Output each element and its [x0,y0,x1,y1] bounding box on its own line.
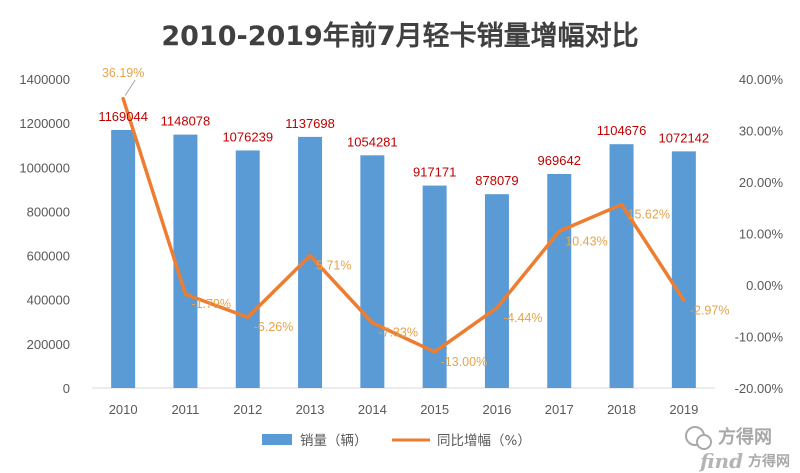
line-point [370,321,374,325]
left-axis-tick: 1000000 [19,160,70,175]
legend-bar-label: 销量（辆） [300,433,368,449]
x-axis-tick: 2013 [296,402,325,417]
line-labels: 36.19% -1.79% -6.26% 5.71% -7.33% -13.00% -4.4… [102,66,730,369]
left-axis-tick: 1200000 [19,116,70,131]
x-axis-tick: 2019 [669,402,698,417]
line-point [433,350,437,354]
line-point [557,229,561,233]
right-axis-tick: 30.00% [739,124,784,139]
right-axis: -20.00% -10.00% 0.00% 10.00% 20.00% 30.00% 40.… [735,72,784,396]
bar-labels: 1169044 1148078 1076239 1137698 1054281 91717… [98,109,709,188]
bar [609,144,634,388]
x-axis-tick: 2015 [420,402,449,417]
legend-bar-swatch [262,434,292,445]
line-value-label: -4.44% [503,311,543,325]
legend-line-label: 同比增幅（%） [437,433,531,449]
line-point [682,298,686,302]
watermark-site-suffix: 方得网 [748,453,790,470]
x-axis-tick: 2012 [233,402,262,417]
line-value-label: 15.62% [628,208,670,222]
line-value-label: -6.26% [254,320,294,334]
bar-value-label: 1104676 [597,123,647,138]
x-axis-tick: 2017 [545,402,574,417]
right-axis-tick: 0.00% [746,278,783,293]
left-axis: 0 200000 400000 600000 800000 1000000 1200000 1… [19,72,70,396]
line-value-label: 10.43% [565,234,607,248]
line-series [121,96,686,354]
bar-series [111,129,696,389]
watermark-site: find [698,449,743,473]
bar [547,173,572,388]
line-point [246,315,250,319]
line-value-label: -1.79% [191,297,231,311]
wechat-icon-bubble [696,434,712,450]
bar [671,151,696,388]
right-axis-tick: -20.00% [735,381,784,396]
left-axis-tick: 800000 [27,204,70,219]
left-axis-tick: 400000 [27,293,70,308]
x-axis-tick: 2011 [171,402,199,417]
growth-line [121,96,686,354]
x-axis-tick: 2014 [358,402,387,417]
bar-value-label: 878079 [475,173,518,188]
line-value-label: -13.00% [441,355,488,369]
x-axis-tick: 2010 [109,402,138,417]
line-point [495,306,499,310]
line-value-label: 36.19% [102,66,144,80]
left-axis-tick: 600000 [27,249,70,264]
bar-value-label: 969642 [538,153,581,168]
legend: 销量（辆） 同比增幅（%） [262,433,531,449]
bar [422,185,447,388]
chart-title: 2010-2019年前7月轻卡销量增幅对比 [161,20,638,52]
line-value-label: 5.71% [316,259,351,273]
line-value-label: -7.33% [378,326,418,340]
left-axis-tick: 200000 [27,337,70,352]
bar-value-label: 1169044 [98,109,148,124]
line-point [620,203,624,207]
bar [360,155,385,388]
leader-line [124,79,136,96]
line-point [308,254,312,258]
line-value-label: -2.97% [690,303,730,317]
bar-value-label: 1076239 [222,129,273,144]
line-point [183,292,187,296]
x-axis-tick: 2016 [482,402,511,417]
right-axis-tick: 40.00% [739,72,784,87]
bar [484,194,509,388]
bar-value-label: 1054281 [347,134,398,149]
bar-value-label: 1137698 [285,116,335,131]
bar-value-label: 917171 [413,165,456,180]
bar [111,129,136,389]
right-axis-tick: -10.00% [735,330,784,345]
left-axis-tick: 0 [63,381,70,396]
bar [173,134,198,388]
bar-value-label: 1148078 [161,114,211,129]
watermark-brand: 方得网 [718,426,772,448]
right-axis-tick: 20.00% [739,175,784,190]
right-axis-tick: 10.00% [739,227,784,242]
x-axis: 2010 2011 2012 2013 2014 2015 2016 2017 2018 2019 [109,402,699,417]
watermark: 方得网 find 方得网 [685,426,790,473]
x-axis-tick: 2018 [607,402,636,417]
left-axis-tick: 1400000 [19,72,70,87]
bar-value-label: 1072142 [659,130,710,145]
line-point [121,97,125,101]
bar [235,150,260,388]
